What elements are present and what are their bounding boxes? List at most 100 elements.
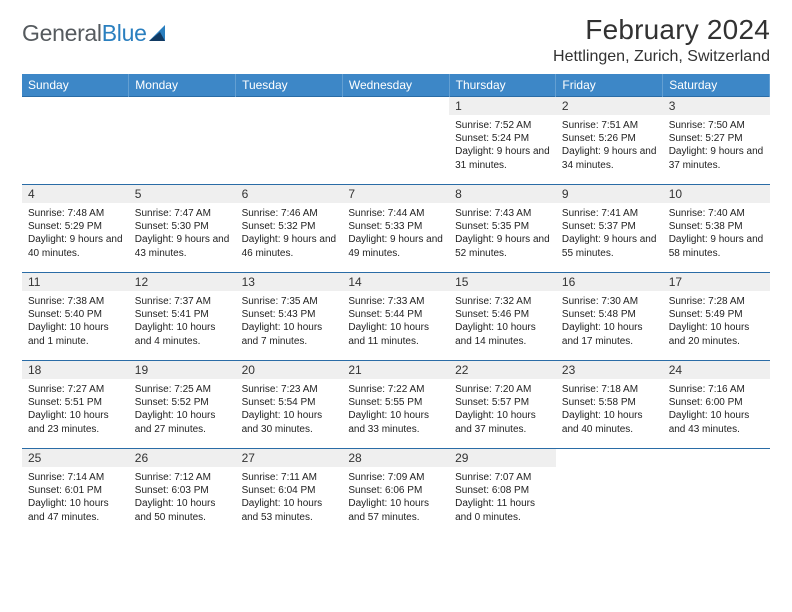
day-info: Sunrise: 7:23 AMSunset: 5:54 PMDaylight:… [236,379,343,440]
calendar-week-row: 4Sunrise: 7:48 AMSunset: 5:29 PMDaylight… [22,185,770,273]
day-number: 14 [342,273,449,291]
weekday-header: Thursday [449,74,556,97]
calendar-page: GeneralBlue February 2024 Hettlingen, Zu… [0,0,792,612]
day-number: 28 [342,449,449,467]
calendar-cell: 14Sunrise: 7:33 AMSunset: 5:44 PMDayligh… [342,273,449,361]
calendar-week-row: 1Sunrise: 7:52 AMSunset: 5:24 PMDaylight… [22,97,770,185]
day-number: 6 [236,185,343,203]
calendar-cell [22,97,129,185]
brand-name-a: General [22,20,102,46]
calendar-cell [663,449,770,537]
calendar-cell: 24Sunrise: 7:16 AMSunset: 6:00 PMDayligh… [663,361,770,449]
day-info: Sunrise: 7:20 AMSunset: 5:57 PMDaylight:… [449,379,556,440]
day-number: 15 [449,273,556,291]
calendar-week-row: 11Sunrise: 7:38 AMSunset: 5:40 PMDayligh… [22,273,770,361]
calendar-cell: 4Sunrise: 7:48 AMSunset: 5:29 PMDaylight… [22,185,129,273]
calendar-cell: 19Sunrise: 7:25 AMSunset: 5:52 PMDayligh… [129,361,236,449]
calendar-cell: 28Sunrise: 7:09 AMSunset: 6:06 PMDayligh… [342,449,449,537]
day-info: Sunrise: 7:40 AMSunset: 5:38 PMDaylight:… [663,203,770,264]
calendar-cell: 8Sunrise: 7:43 AMSunset: 5:35 PMDaylight… [449,185,556,273]
day-number: 12 [129,273,236,291]
day-number: 17 [663,273,770,291]
day-number: 2 [556,97,663,115]
day-number: 7 [342,185,449,203]
day-info: Sunrise: 7:32 AMSunset: 5:46 PMDaylight:… [449,291,556,352]
day-number: 20 [236,361,343,379]
day-number: 13 [236,273,343,291]
brand-logo: GeneralBlue [22,14,171,47]
weekday-header: Wednesday [342,74,449,97]
calendar-cell: 15Sunrise: 7:32 AMSunset: 5:46 PMDayligh… [449,273,556,361]
page-header: GeneralBlue February 2024 Hettlingen, Zu… [22,14,770,66]
calendar-table: SundayMondayTuesdayWednesdayThursdayFrid… [22,74,770,537]
calendar-cell: 12Sunrise: 7:37 AMSunset: 5:41 PMDayligh… [129,273,236,361]
day-info: Sunrise: 7:07 AMSunset: 6:08 PMDaylight:… [449,467,556,528]
weekday-header: Sunday [22,74,129,97]
day-info: Sunrise: 7:51 AMSunset: 5:26 PMDaylight:… [556,115,663,176]
day-info: Sunrise: 7:41 AMSunset: 5:37 PMDaylight:… [556,203,663,264]
day-number: 19 [129,361,236,379]
page-title: February 2024 [553,14,770,46]
calendar-cell [342,97,449,185]
day-info: Sunrise: 7:27 AMSunset: 5:51 PMDaylight:… [22,379,129,440]
calendar-cell: 17Sunrise: 7:28 AMSunset: 5:49 PMDayligh… [663,273,770,361]
calendar-cell [236,97,343,185]
day-info: Sunrise: 7:16 AMSunset: 6:00 PMDaylight:… [663,379,770,440]
calendar-cell: 20Sunrise: 7:23 AMSunset: 5:54 PMDayligh… [236,361,343,449]
day-info: Sunrise: 7:11 AMSunset: 6:04 PMDaylight:… [236,467,343,528]
day-info: Sunrise: 7:25 AMSunset: 5:52 PMDaylight:… [129,379,236,440]
day-number: 8 [449,185,556,203]
calendar-cell: 25Sunrise: 7:14 AMSunset: 6:01 PMDayligh… [22,449,129,537]
sail-icon [149,25,171,43]
day-info: Sunrise: 7:14 AMSunset: 6:01 PMDaylight:… [22,467,129,528]
day-number: 27 [236,449,343,467]
day-number: 22 [449,361,556,379]
calendar-cell: 7Sunrise: 7:44 AMSunset: 5:33 PMDaylight… [342,185,449,273]
day-info: Sunrise: 7:47 AMSunset: 5:30 PMDaylight:… [129,203,236,264]
day-number: 26 [129,449,236,467]
weekday-header: Tuesday [236,74,343,97]
calendar-cell: 18Sunrise: 7:27 AMSunset: 5:51 PMDayligh… [22,361,129,449]
day-number: 5 [129,185,236,203]
calendar-cell: 5Sunrise: 7:47 AMSunset: 5:30 PMDaylight… [129,185,236,273]
day-info: Sunrise: 7:30 AMSunset: 5:48 PMDaylight:… [556,291,663,352]
day-number: 10 [663,185,770,203]
day-number: 18 [22,361,129,379]
calendar-cell: 22Sunrise: 7:20 AMSunset: 5:57 PMDayligh… [449,361,556,449]
day-info: Sunrise: 7:28 AMSunset: 5:49 PMDaylight:… [663,291,770,352]
day-number: 29 [449,449,556,467]
calendar-cell: 27Sunrise: 7:11 AMSunset: 6:04 PMDayligh… [236,449,343,537]
day-info: Sunrise: 7:50 AMSunset: 5:27 PMDaylight:… [663,115,770,176]
calendar-cell: 29Sunrise: 7:07 AMSunset: 6:08 PMDayligh… [449,449,556,537]
weekday-header: Saturday [663,74,770,97]
day-info: Sunrise: 7:35 AMSunset: 5:43 PMDaylight:… [236,291,343,352]
day-number: 4 [22,185,129,203]
page-subtitle: Hettlingen, Zurich, Switzerland [553,48,770,66]
calendar-cell [556,449,663,537]
day-info: Sunrise: 7:43 AMSunset: 5:35 PMDaylight:… [449,203,556,264]
calendar-cell: 6Sunrise: 7:46 AMSunset: 5:32 PMDaylight… [236,185,343,273]
brand-name-b: Blue [102,20,147,46]
calendar-cell [129,97,236,185]
weekday-header: Friday [556,74,663,97]
calendar-cell: 3Sunrise: 7:50 AMSunset: 5:27 PMDaylight… [663,97,770,185]
day-info: Sunrise: 7:09 AMSunset: 6:06 PMDaylight:… [342,467,449,528]
day-info: Sunrise: 7:48 AMSunset: 5:29 PMDaylight:… [22,203,129,264]
calendar-cell: 23Sunrise: 7:18 AMSunset: 5:58 PMDayligh… [556,361,663,449]
calendar-cell: 2Sunrise: 7:51 AMSunset: 5:26 PMDaylight… [556,97,663,185]
day-info: Sunrise: 7:46 AMSunset: 5:32 PMDaylight:… [236,203,343,264]
title-block: February 2024 Hettlingen, Zurich, Switze… [553,14,770,66]
day-number: 16 [556,273,663,291]
day-info: Sunrise: 7:18 AMSunset: 5:58 PMDaylight:… [556,379,663,440]
day-info: Sunrise: 7:37 AMSunset: 5:41 PMDaylight:… [129,291,236,352]
calendar-cell: 11Sunrise: 7:38 AMSunset: 5:40 PMDayligh… [22,273,129,361]
day-number: 11 [22,273,129,291]
day-info: Sunrise: 7:44 AMSunset: 5:33 PMDaylight:… [342,203,449,264]
day-number: 1 [449,97,556,115]
calendar-cell: 9Sunrise: 7:41 AMSunset: 5:37 PMDaylight… [556,185,663,273]
day-number: 9 [556,185,663,203]
day-info: Sunrise: 7:38 AMSunset: 5:40 PMDaylight:… [22,291,129,352]
day-number: 21 [342,361,449,379]
day-number: 24 [663,361,770,379]
day-number: 23 [556,361,663,379]
